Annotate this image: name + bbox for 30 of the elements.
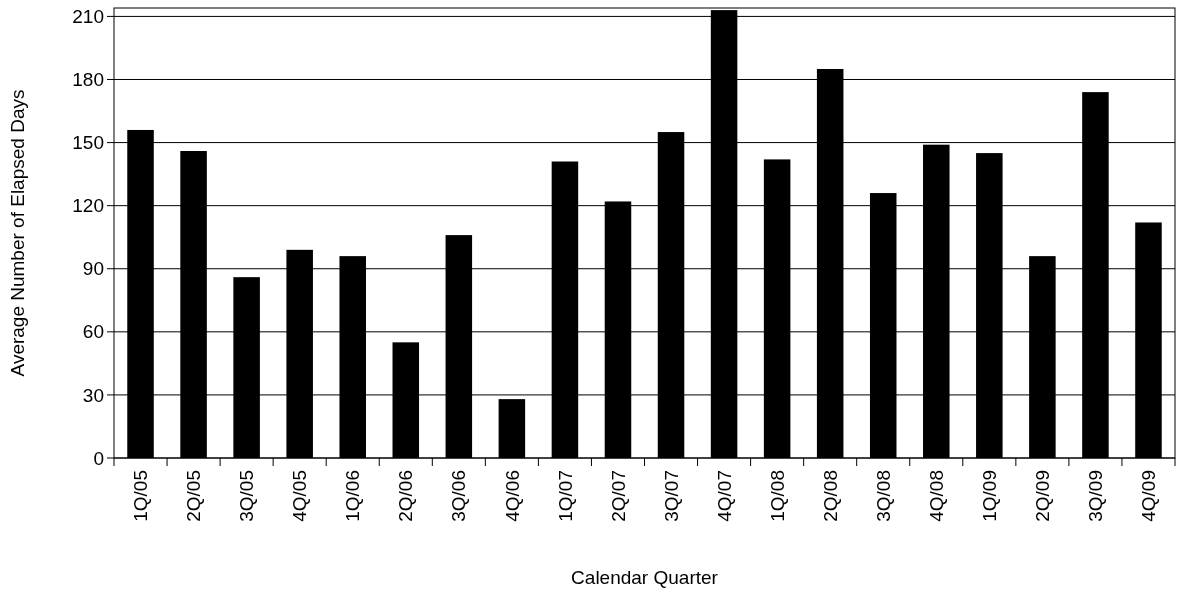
x-tick-label: 2Q/06 — [395, 470, 417, 522]
x-tick-label: 3Q/06 — [448, 470, 470, 522]
x-tick-label: 4Q/08 — [925, 470, 947, 522]
x-tick-label: 3Q/09 — [1085, 470, 1107, 522]
x-tick-label: 1Q/09 — [978, 470, 1000, 522]
x-tick-label: 1Q/05 — [130, 470, 152, 522]
x-tick-label: 2Q/07 — [607, 470, 629, 522]
x-tick-label: 1Q/06 — [342, 470, 364, 522]
y-tick-label: 120 — [72, 195, 104, 217]
y-axis-title: Average Number of Elapsed Days — [7, 89, 28, 377]
x-tick-label: 2Q/09 — [1032, 470, 1054, 522]
x-tick-label: 4Q/05 — [289, 470, 311, 522]
y-tick-label: 210 — [72, 6, 104, 28]
y-tick-label: 150 — [72, 132, 104, 154]
x-tick-label: 3Q/07 — [660, 470, 682, 522]
x-tick-label: 4Q/09 — [1138, 470, 1160, 522]
y-tick-label: 180 — [72, 69, 104, 91]
x-axis-title: Calendar Quarter — [571, 567, 719, 588]
x-tick-label: 3Q/08 — [872, 470, 894, 522]
x-tick-label: 2Q/05 — [183, 470, 205, 522]
y-tick-label: 30 — [82, 384, 104, 406]
x-tick-label: 4Q/07 — [713, 470, 735, 522]
y-tick-label: 0 — [93, 447, 104, 469]
x-tick-label: 3Q/05 — [236, 470, 258, 522]
y-tick-label: 90 — [82, 258, 104, 280]
x-tick-label: 2Q/08 — [819, 470, 841, 522]
y-tick-label: 60 — [82, 321, 104, 343]
x-tick-label: 4Q/06 — [501, 470, 523, 522]
x-tick-label: 1Q/08 — [766, 470, 788, 522]
x-tick-label: 1Q/07 — [554, 470, 576, 522]
